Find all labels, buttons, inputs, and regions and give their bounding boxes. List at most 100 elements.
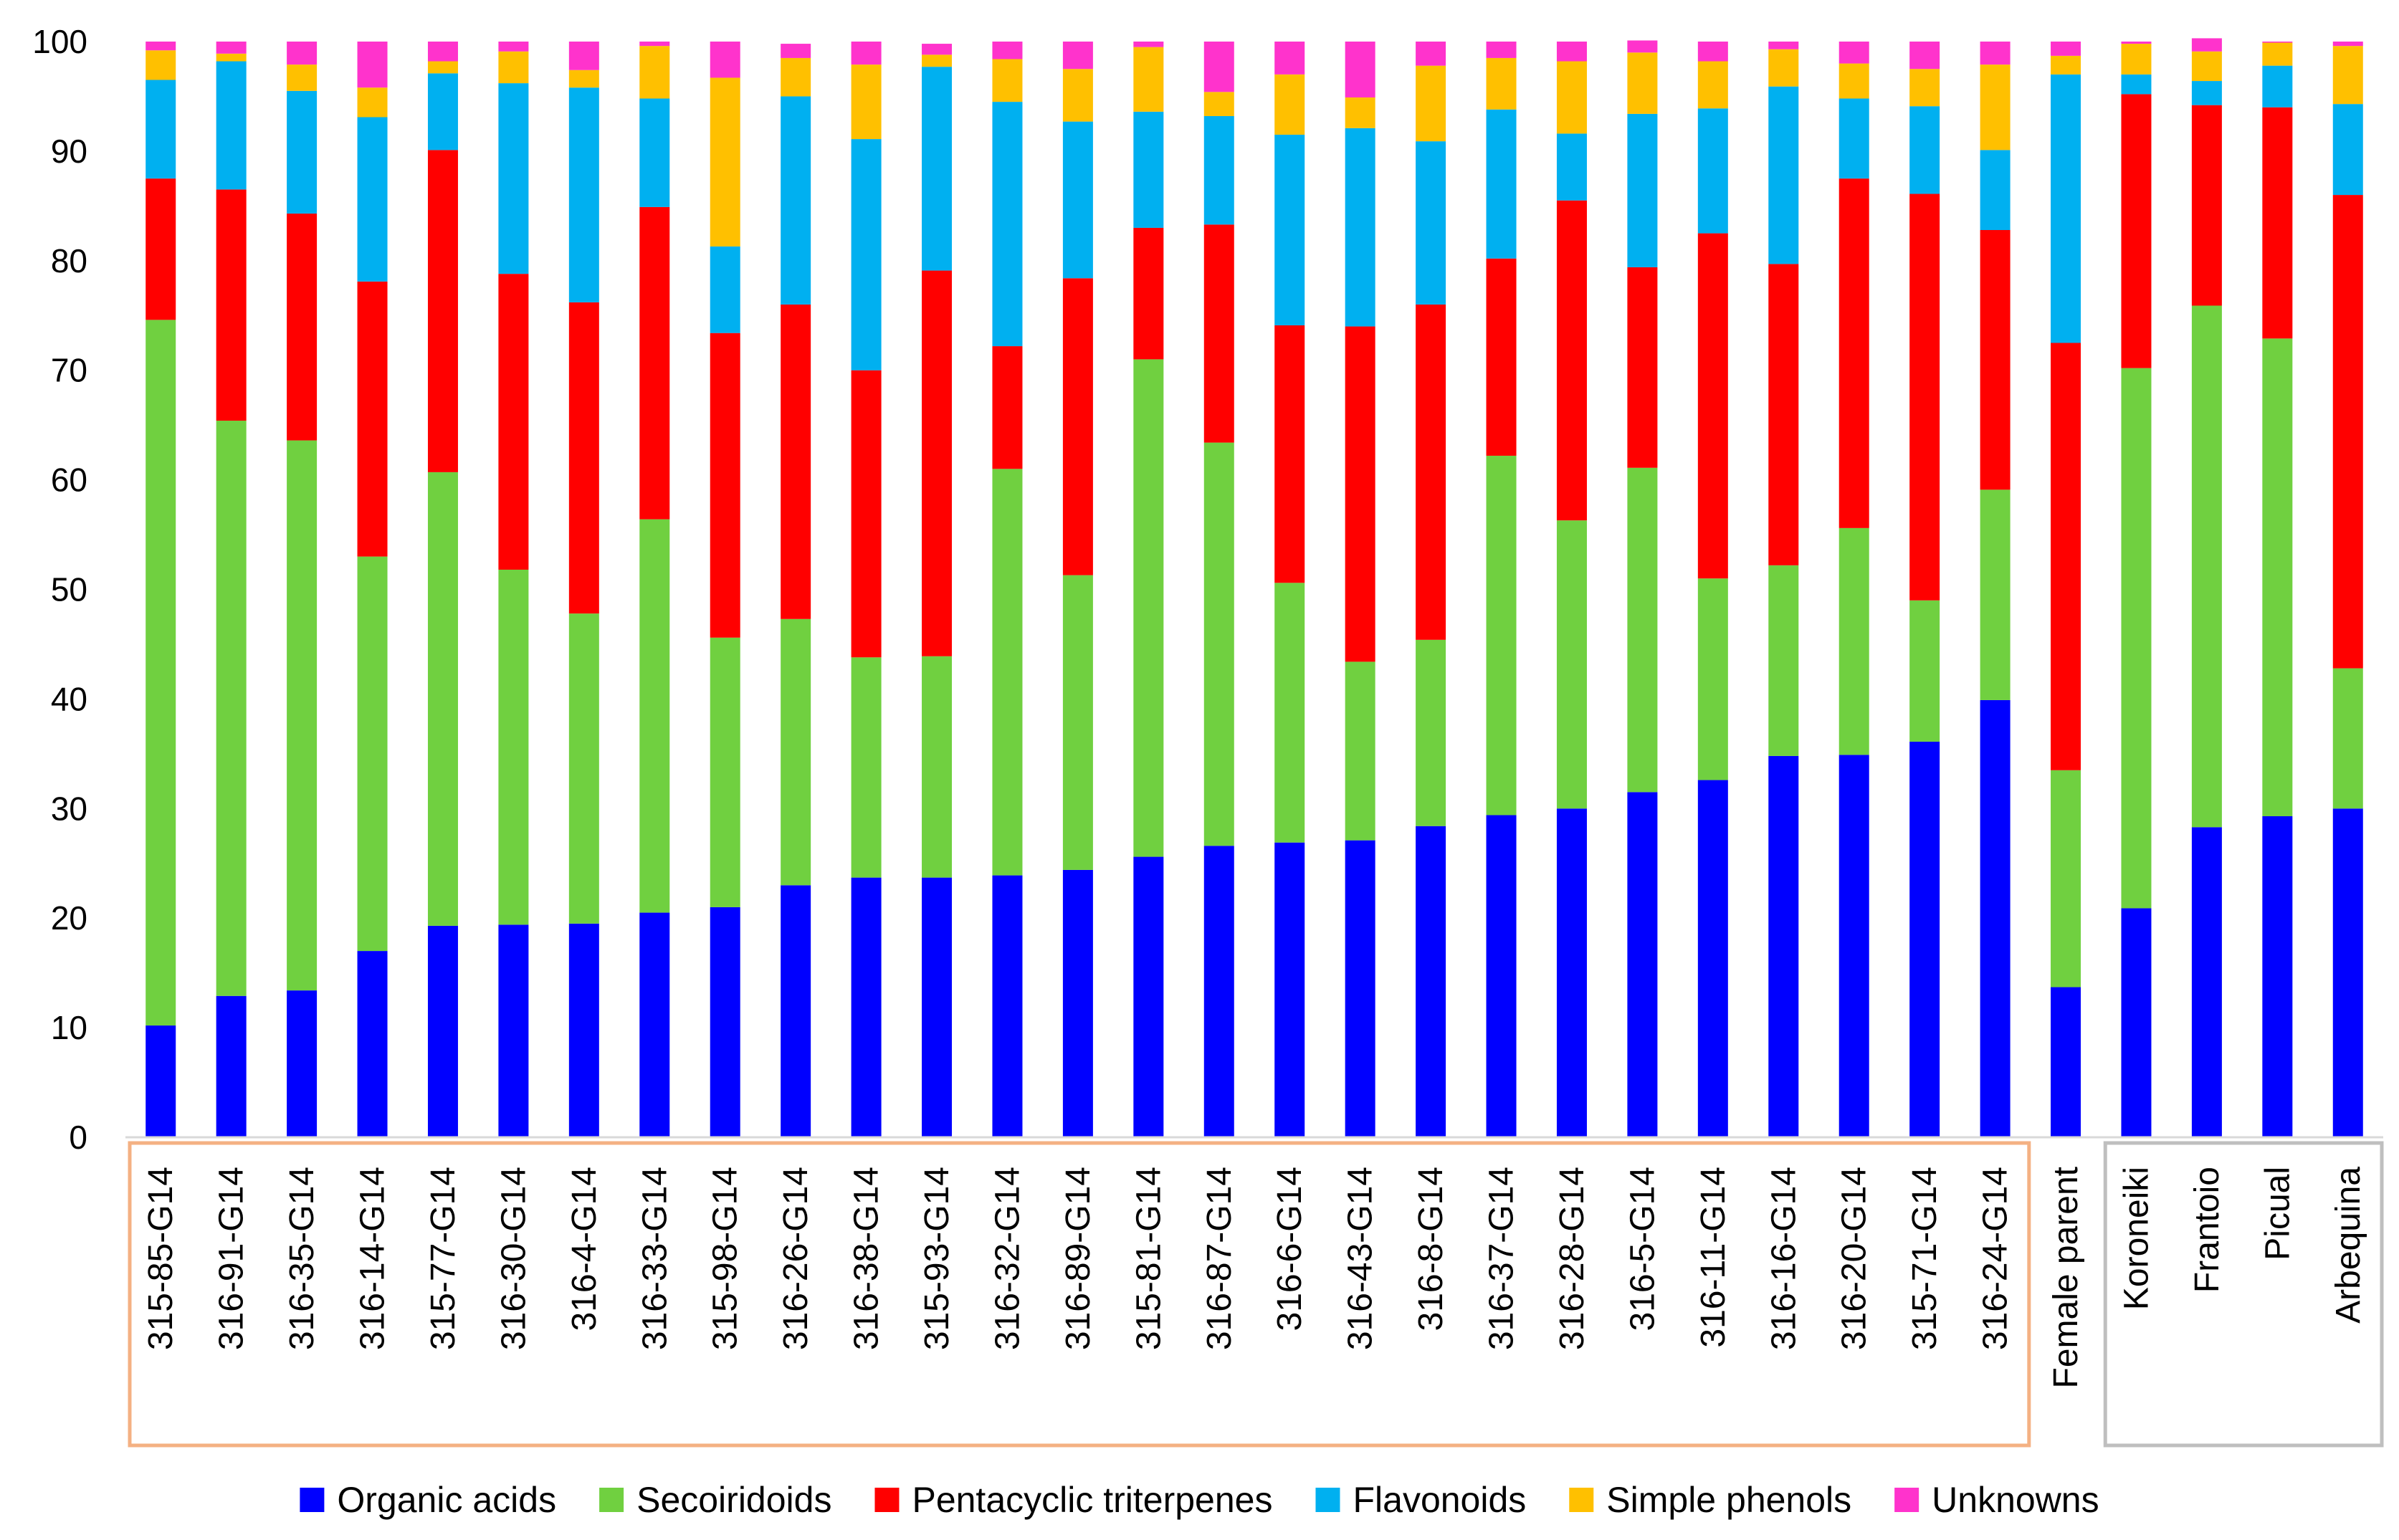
bar-segment-simple-phenols xyxy=(851,64,882,140)
x-tick-label: Female parent xyxy=(2047,1167,2085,1389)
bar-segment-pentacyclic-triterpenes xyxy=(1909,193,1940,601)
y-tick-label: 60 xyxy=(51,461,87,499)
bar-segment-pentacyclic-triterpenes xyxy=(992,346,1023,469)
bar-segment-simple-phenols xyxy=(498,51,529,84)
bar-segment-organic-acids xyxy=(287,990,318,1137)
bar-segment-pentacyclic-triterpenes xyxy=(1838,178,1869,528)
bar-segment-unknowns xyxy=(2332,42,2363,47)
bar-segment-organic-acids xyxy=(1980,699,2011,1137)
bar-segment-unknowns xyxy=(216,42,247,54)
x-axis: 315-85-G14 316-91-G14 316-35-G14 316-14-G14… xyxy=(125,1136,2383,1389)
x-tick-label: 316-91-G14 xyxy=(213,1167,251,1350)
x-tick-label: Frantoio xyxy=(2188,1167,2226,1293)
bar-segment-unknowns xyxy=(146,42,176,51)
y-tick-label: 30 xyxy=(51,790,87,827)
bar-segment-unknowns xyxy=(1909,42,1940,70)
y-tick-label: 100 xyxy=(32,23,87,60)
bar-segment-simple-phenols xyxy=(922,54,953,67)
x-tick-label: 316-33-G14 xyxy=(636,1167,674,1350)
bar-segment-flavonoids xyxy=(1980,150,2011,230)
x-tick-label: 316-8-G14 xyxy=(1412,1167,1450,1331)
bar-segment-flavonoids xyxy=(1203,115,1234,225)
bar-segment-simple-phenols xyxy=(1980,64,2011,150)
bar-segment-secoiridoids xyxy=(287,440,318,991)
x-tick-label: 316-24-G14 xyxy=(1977,1167,2015,1350)
bar-segment-simple-phenols xyxy=(2262,42,2293,66)
bar-segment-pentacyclic-triterpenes xyxy=(1980,229,2011,490)
legend-swatch xyxy=(1315,1488,1340,1512)
bar-segment-flavonoids xyxy=(146,80,176,179)
bar-segment-organic-acids xyxy=(1697,780,1728,1137)
bar-segment-pentacyclic-triterpenes xyxy=(1768,264,1799,565)
bar-segment-unknowns xyxy=(1556,42,1587,62)
bar-segment-pentacyclic-triterpenes xyxy=(498,274,529,570)
bar-segment-secoiridoids xyxy=(357,556,388,952)
bar-segment-unknowns xyxy=(1768,42,1799,49)
bar-segment-simple-phenols xyxy=(2051,55,2081,75)
bar-segment-pentacyclic-triterpenes xyxy=(1556,200,1587,521)
bar-segment-simple-phenols xyxy=(1697,61,1728,109)
x-tick-label: 315-93-G14 xyxy=(918,1167,956,1350)
bar-segment-pentacyclic-triterpenes xyxy=(710,333,740,638)
bar-segment-flavonoids xyxy=(357,117,388,282)
bar-segment-unknowns xyxy=(1133,42,1164,47)
bar-segment-secoiridoids xyxy=(1486,455,1517,816)
bar-segment-organic-acids xyxy=(639,912,670,1137)
bar-segment-pentacyclic-triterpenes xyxy=(146,178,176,320)
legend-label: Organic acids xyxy=(337,1480,556,1520)
bar-segment-pentacyclic-triterpenes xyxy=(1203,224,1234,443)
bar-segment-secoiridoids xyxy=(1062,575,1093,870)
bar-segment-organic-acids xyxy=(1133,856,1164,1137)
bar-segment-pentacyclic-triterpenes xyxy=(639,206,670,520)
bar-segment-unknowns xyxy=(1980,42,2011,65)
bar-segment-secoiridoids xyxy=(1345,661,1375,841)
bar-segment-flavonoids xyxy=(851,139,882,370)
bar-segment-flavonoids xyxy=(1486,109,1517,259)
category-group-boxes xyxy=(128,1141,2384,1448)
bar-segment-secoiridoids xyxy=(992,469,1023,876)
y-tick-label: 80 xyxy=(51,242,87,279)
bar-segment-pentacyclic-triterpenes xyxy=(781,304,811,619)
y-tick-label: 70 xyxy=(51,352,87,389)
bar-segment-pentacyclic-triterpenes xyxy=(922,270,953,656)
bar-segment-pentacyclic-triterpenes xyxy=(1697,233,1728,579)
bar-segment-flavonoids xyxy=(710,246,740,333)
bar-segment-simple-phenols xyxy=(427,61,458,74)
bar-segment-simple-phenols xyxy=(639,46,670,99)
bar-segment-organic-acids xyxy=(1627,792,1658,1137)
y-tick-label: 20 xyxy=(51,899,87,937)
bar-segment-flavonoids xyxy=(639,98,670,207)
bar-segment-flavonoids xyxy=(1062,121,1093,279)
bar-segment-flavonoids xyxy=(216,61,247,190)
bar-segment-secoiridoids xyxy=(568,613,599,924)
bar-segment-unknowns xyxy=(992,42,1023,59)
bar-segment-simple-phenols xyxy=(1274,74,1305,135)
bar-segment-flavonoids xyxy=(1697,108,1728,234)
bar-segment-flavonoids xyxy=(2191,81,2222,105)
bar-segment-simple-phenols xyxy=(287,64,318,91)
bar-segment-secoiridoids xyxy=(2262,338,2293,817)
bar-segment-flavonoids xyxy=(2121,74,2152,95)
bar-segment-secoiridoids xyxy=(1980,489,2011,700)
legend-swatch xyxy=(599,1488,624,1512)
bar-segment-flavonoids xyxy=(1556,133,1587,201)
bar-segment-pentacyclic-triterpenes xyxy=(357,281,388,557)
bar-segment-secoiridoids xyxy=(2332,668,2363,809)
bar-segment-unknowns xyxy=(498,42,529,52)
bar-segment-pentacyclic-triterpenes xyxy=(1416,304,1446,640)
bar-segment-secoiridoids xyxy=(1133,359,1164,857)
bar-segment-organic-acids xyxy=(357,951,388,1137)
y-tick-label: 90 xyxy=(51,133,87,170)
bar-segment-pentacyclic-triterpenes xyxy=(2191,105,2222,306)
bar-segment-flavonoids xyxy=(992,102,1023,347)
bar-segment-unknowns xyxy=(710,42,740,78)
bar-segment-secoiridoids xyxy=(146,320,176,1026)
bar-segment-unknowns xyxy=(1838,42,1869,64)
x-tick-label: 316-35-G14 xyxy=(283,1167,321,1350)
bar-segment-organic-acids xyxy=(568,923,599,1137)
bar-segment-secoiridoids xyxy=(710,637,740,907)
x-tick-label: 315-81-G14 xyxy=(1130,1167,1168,1350)
x-tick-label: 316-43-G14 xyxy=(1342,1167,1380,1350)
legend-label: Flavonoids xyxy=(1353,1480,1526,1520)
x-tick-label: 316-11-G14 xyxy=(1694,1167,1732,1348)
